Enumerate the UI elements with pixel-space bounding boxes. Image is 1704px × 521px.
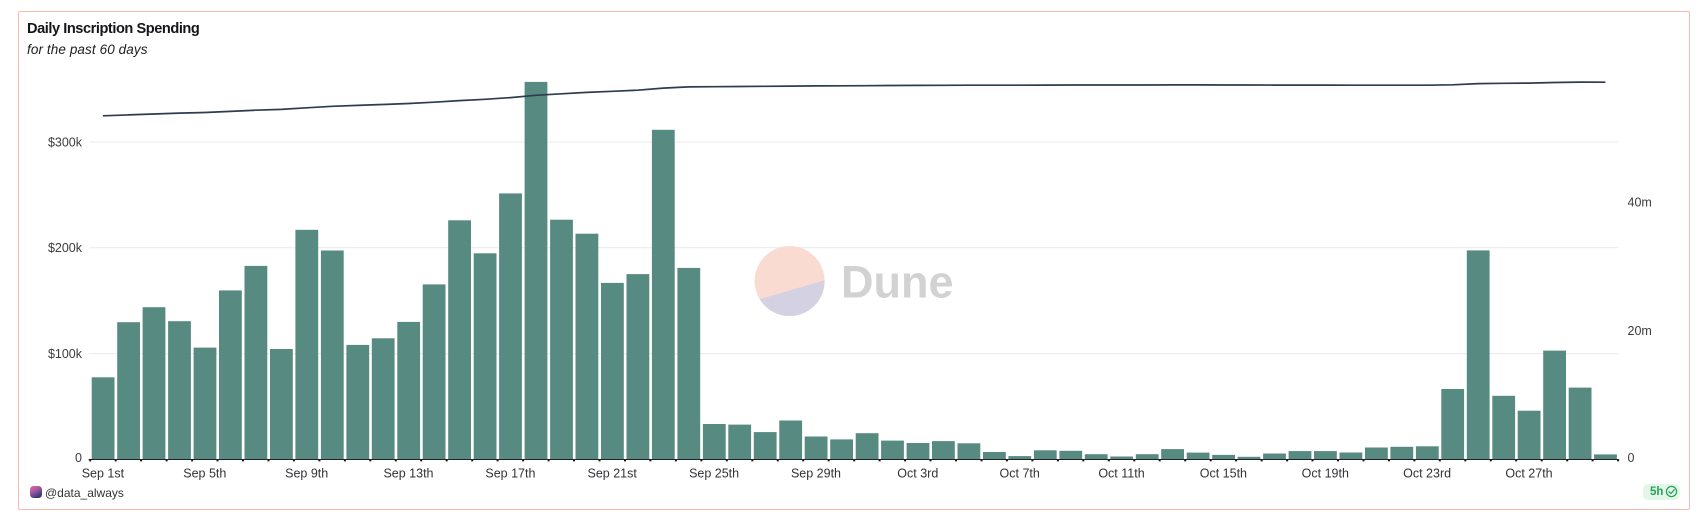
svg-text:Sep 21st: Sep 21st bbox=[588, 467, 638, 481]
svg-text:40m: 40m bbox=[1628, 195, 1652, 209]
svg-text:Sep 5th: Sep 5th bbox=[183, 467, 226, 481]
svg-text:Dune: Dune bbox=[841, 257, 954, 308]
svg-text:Sep 29th: Sep 29th bbox=[791, 467, 841, 481]
svg-text:20m: 20m bbox=[1628, 324, 1652, 338]
svg-text:Oct 15th: Oct 15th bbox=[1200, 467, 1247, 481]
svg-text:Oct 23rd: Oct 23rd bbox=[1403, 467, 1451, 481]
svg-text:Oct 19th: Oct 19th bbox=[1302, 467, 1349, 481]
svg-text:$100k: $100k bbox=[48, 347, 83, 361]
svg-text:Oct 11th: Oct 11th bbox=[1098, 467, 1144, 481]
svg-text:Oct 27th: Oct 27th bbox=[1505, 467, 1552, 481]
svg-text:Oct 3rd: Oct 3rd bbox=[897, 467, 938, 481]
svg-text:Sep 17th: Sep 17th bbox=[485, 467, 535, 481]
svg-text:0: 0 bbox=[75, 451, 82, 465]
svg-text:0: 0 bbox=[1628, 451, 1635, 465]
svg-text:$200k: $200k bbox=[48, 241, 83, 255]
svg-text:Sep 25th: Sep 25th bbox=[689, 467, 739, 481]
svg-text:Sep 9th: Sep 9th bbox=[285, 467, 328, 481]
svg-text:Oct 7th: Oct 7th bbox=[1000, 467, 1040, 481]
svg-text:Sep 13th: Sep 13th bbox=[383, 467, 433, 481]
svg-text:Sep 1st: Sep 1st bbox=[82, 467, 125, 481]
svg-text:$300k: $300k bbox=[48, 135, 83, 149]
